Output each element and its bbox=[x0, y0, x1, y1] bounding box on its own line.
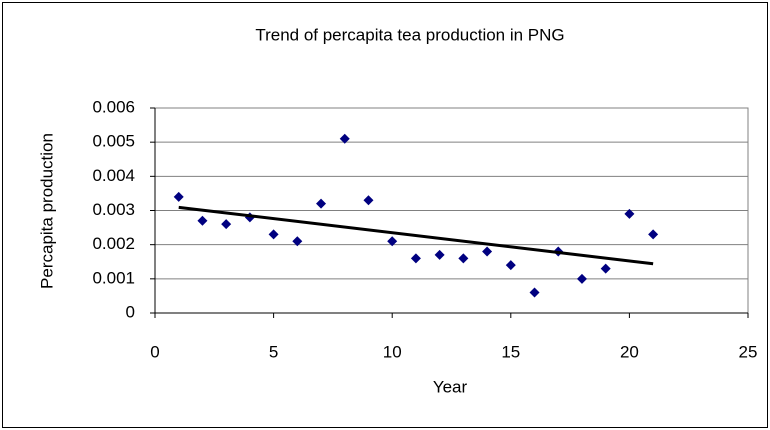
data-point bbox=[339, 133, 350, 144]
data-point bbox=[221, 219, 232, 230]
data-point bbox=[600, 263, 611, 274]
y-tick-label: 0 bbox=[126, 302, 135, 321]
y-tick-label: 0.001 bbox=[92, 268, 135, 287]
data-point bbox=[268, 229, 279, 240]
y-tick-label: 0.003 bbox=[92, 200, 135, 219]
data-point bbox=[173, 191, 184, 202]
data-point bbox=[434, 249, 445, 260]
trend-line bbox=[178, 205, 654, 266]
data-point bbox=[316, 198, 327, 209]
data-point bbox=[576, 273, 587, 284]
chart-title: Trend of percapita tea production in PNG bbox=[255, 25, 564, 44]
y-tick-label: 0.005 bbox=[92, 132, 135, 151]
data-point bbox=[197, 215, 208, 226]
data-point bbox=[410, 253, 421, 264]
data-point bbox=[624, 208, 635, 219]
data-point bbox=[529, 287, 540, 298]
x-tick-label: 10 bbox=[383, 342, 402, 361]
data-point bbox=[458, 253, 469, 264]
data-point bbox=[292, 236, 303, 247]
data-point bbox=[363, 195, 374, 206]
x-tick-label: 25 bbox=[739, 342, 758, 361]
y-tick-label: 0.006 bbox=[92, 97, 135, 116]
x-tick-label: 15 bbox=[501, 342, 520, 361]
y-tick-label: 0.002 bbox=[92, 234, 135, 253]
data-point bbox=[482, 246, 493, 257]
x-axis-label: Year bbox=[433, 377, 468, 396]
y-axis-label: Percapita production bbox=[37, 133, 56, 289]
x-tick-label: 5 bbox=[269, 342, 278, 361]
data-point bbox=[648, 229, 659, 240]
data-point bbox=[387, 236, 398, 247]
x-tick-label: 20 bbox=[620, 342, 639, 361]
x-tick-label: 0 bbox=[150, 342, 159, 361]
data-point bbox=[505, 260, 516, 271]
y-tick-label: 0.004 bbox=[92, 166, 135, 185]
